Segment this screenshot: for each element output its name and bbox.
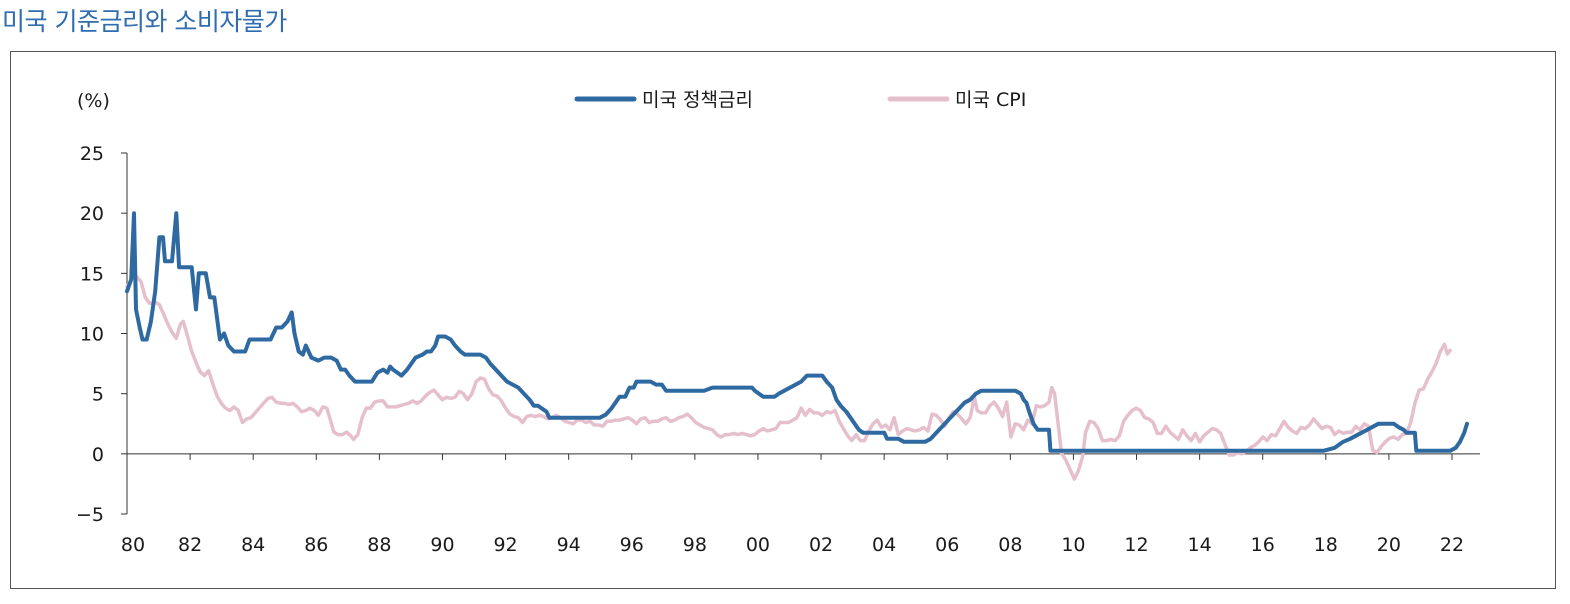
- x-tick-label: 88: [367, 534, 391, 556]
- y-tick-label: −5: [76, 504, 104, 526]
- x-axis: 80 82 84 86 88 90 92 94 96 98 00 02 04 06 08 10 12 14 16 18…: [121, 453, 1480, 556]
- x-tick-label: 80: [121, 534, 145, 556]
- series-line-policy-rate: [125, 211, 1469, 453]
- y-tick-label: 15: [80, 263, 104, 285]
- x-tick-label: 86: [304, 534, 328, 556]
- x-tick-label: 00: [746, 534, 770, 556]
- legend-policy-rate-label: 미국 정책금리: [642, 89, 753, 111]
- chart-legend: 미국 정책금리 미국 CPI: [574, 89, 1026, 111]
- x-tick-label: 02: [809, 534, 833, 556]
- x-tick-label: 14: [1188, 534, 1212, 556]
- x-tick-label: 12: [1124, 534, 1148, 556]
- y-tick-label: 10: [80, 324, 104, 346]
- x-tick-label: 06: [935, 534, 959, 556]
- x-tick-label: 16: [1251, 534, 1275, 556]
- y-axis-unit: (%): [77, 90, 110, 112]
- x-tick-label: 20: [1377, 534, 1401, 556]
- x-tick-label: 22: [1440, 534, 1464, 556]
- y-tick-label: 5: [92, 384, 104, 406]
- x-tick-label: 18: [1314, 534, 1338, 556]
- x-tick-label: 10: [1061, 534, 1085, 556]
- x-tick-label: 98: [683, 534, 707, 556]
- x-tick-label: 92: [493, 534, 517, 556]
- y-tick-label: 20: [80, 203, 104, 225]
- y-tick-label: 25: [80, 143, 104, 165]
- x-tick-label: 94: [557, 534, 581, 556]
- x-tick-label: 84: [241, 534, 265, 556]
- x-tick-label: 08: [998, 534, 1022, 556]
- x-tick-label: 04: [872, 534, 896, 556]
- x-tick-label: 82: [178, 534, 202, 556]
- series-line-cpi: [125, 275, 1452, 481]
- x-tick-label: 96: [620, 534, 644, 556]
- series-group: [125, 211, 1469, 481]
- chart-title: 미국 기준금리와 소비자물가: [2, 7, 287, 36]
- y-tick-label: 0: [92, 444, 104, 466]
- chart-frame: [10, 51, 1556, 589]
- legend-cpi-label: 미국 CPI: [955, 89, 1026, 111]
- y-axis: −5 0 5 10 15 20 25 (%): [76, 90, 128, 526]
- x-tick-label: 90: [430, 534, 454, 556]
